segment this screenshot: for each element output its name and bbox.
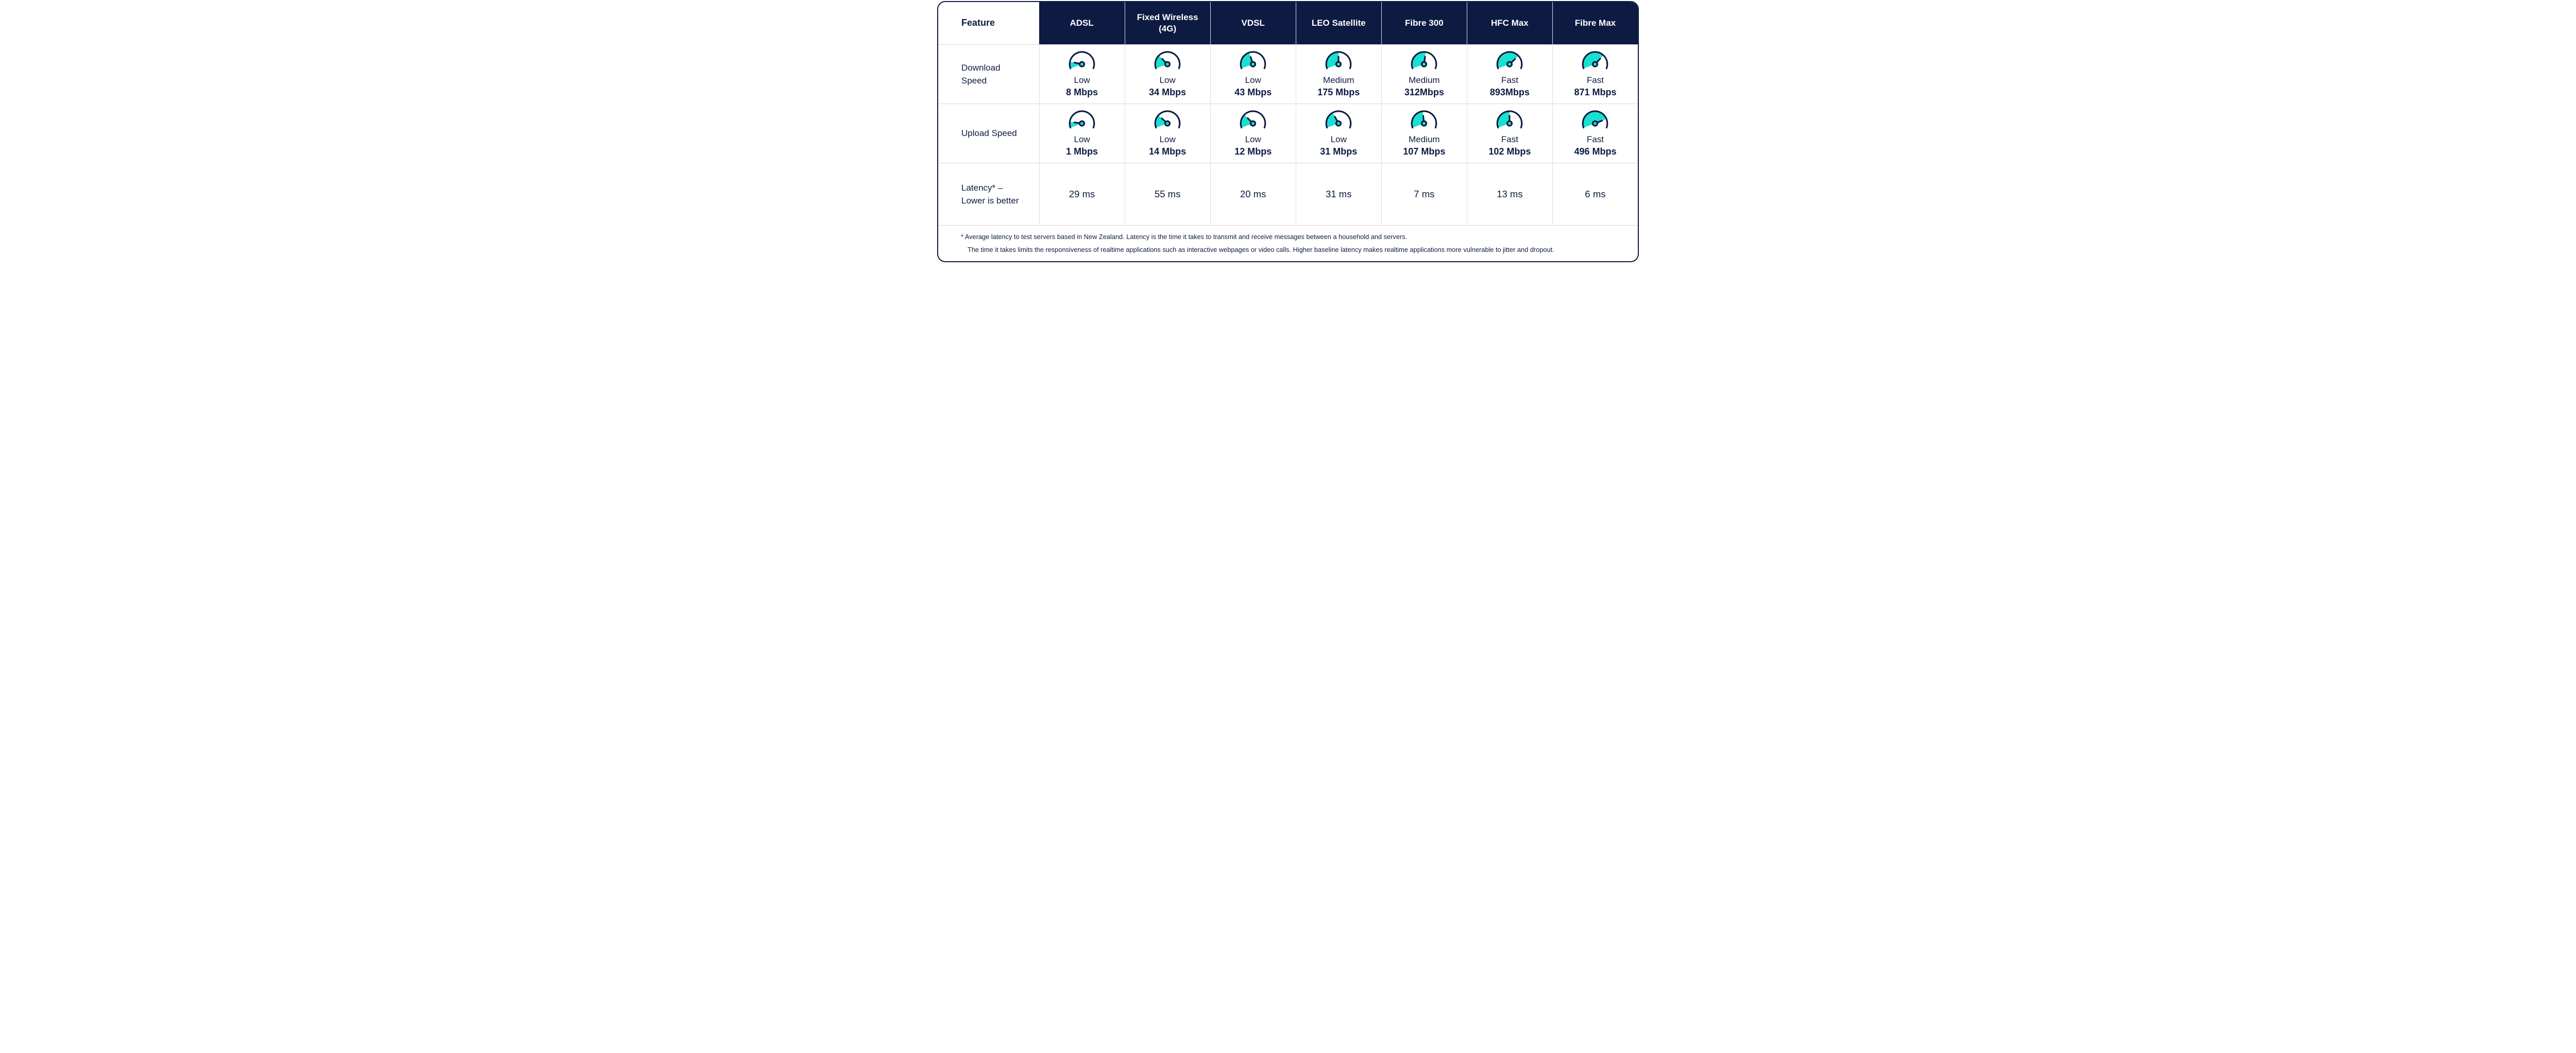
speed-level-label: Low bbox=[1074, 75, 1090, 85]
feature-header-cell: Feature bbox=[938, 2, 1039, 44]
column-header-adsl: ADSL bbox=[1039, 2, 1125, 44]
speed-gauge-icon bbox=[1240, 110, 1266, 129]
latency-cell-leo-satellite: 31 ms bbox=[1295, 163, 1381, 225]
speed-gauge-icon bbox=[1069, 51, 1095, 70]
speed-value: 107 Mbps bbox=[1403, 146, 1446, 157]
row-label-text: Download Speed bbox=[961, 62, 1001, 86]
column-header-fixed-wireless-4g: Fixed Wireless (4G) bbox=[1124, 2, 1210, 44]
column-header-leo-satellite: LEO Satellite bbox=[1295, 2, 1381, 44]
latency-cell-hfc-max: 13 ms bbox=[1466, 163, 1552, 225]
gauge-cell-adsl: Low 1 Mbps bbox=[1039, 104, 1125, 163]
gauge-cell-leo-satellite: Low 31 Mbps bbox=[1295, 104, 1381, 163]
speed-gauge-icon bbox=[1497, 51, 1523, 70]
gauge-cell-fibre-max: Fast 496 Mbps bbox=[1552, 104, 1638, 163]
gauge-cell-vdsl: Low 43 Mbps bbox=[1210, 44, 1296, 104]
gauge-cell-hfc-max: Fast 893Mbps bbox=[1466, 44, 1552, 104]
speed-value: 102 Mbps bbox=[1488, 146, 1531, 157]
gauge-cell-fixed-wireless-4g: Low 14 Mbps bbox=[1124, 104, 1210, 163]
speed-gauge-icon bbox=[1582, 51, 1608, 70]
latency-value: 7 ms bbox=[1414, 189, 1435, 199]
column-header-label: Fibre 300 bbox=[1405, 18, 1444, 28]
speed-level-label: Low bbox=[1245, 75, 1261, 85]
speed-value: 871 Mbps bbox=[1574, 87, 1617, 97]
latency-value: 31 ms bbox=[1326, 189, 1352, 199]
speed-level-label: Fast bbox=[1586, 75, 1604, 85]
column-header-fibre-300: Fibre 300 bbox=[1381, 2, 1467, 44]
speed-gauge-icon bbox=[1582, 110, 1608, 129]
column-header-hfc-max: HFC Max bbox=[1466, 2, 1552, 44]
latency-value: 55 ms bbox=[1154, 189, 1181, 199]
speed-gauge-icon bbox=[1154, 51, 1181, 70]
speed-gauge-icon bbox=[1325, 110, 1352, 129]
row-label-latency: Latency* – Lower is better bbox=[938, 163, 1039, 225]
column-header-fibre-max: Fibre Max bbox=[1552, 2, 1638, 44]
speed-value: 43 Mbps bbox=[1234, 87, 1272, 97]
column-header-label: ADSL bbox=[1070, 18, 1094, 28]
gauge-cell-fixed-wireless-4g: Low 34 Mbps bbox=[1124, 44, 1210, 104]
gauge-cell-adsl: Low 8 Mbps bbox=[1039, 44, 1125, 104]
speed-gauge-icon bbox=[1240, 51, 1266, 70]
speed-value: 1 Mbps bbox=[1066, 146, 1098, 157]
speed-gauge-icon bbox=[1497, 110, 1523, 129]
row-label-download: Download Speed bbox=[938, 44, 1039, 104]
footnote-line-1: * Average latency to test servers based … bbox=[961, 232, 1408, 241]
speed-value: 496 Mbps bbox=[1574, 146, 1617, 157]
table-grid: Feature ADSL Fixed Wireless (4G) VDSL LEO Sa… bbox=[938, 2, 1638, 261]
footnote: * Average latency to test servers based … bbox=[938, 225, 1638, 261]
latency-value: 13 ms bbox=[1497, 189, 1523, 199]
speed-value: 34 Mbps bbox=[1149, 87, 1187, 97]
comparison-table: Feature ADSL Fixed Wireless (4G) VDSL LEO Sa… bbox=[937, 1, 1639, 262]
speed-value: 14 Mbps bbox=[1149, 146, 1187, 157]
row-label-upload: Upload Speed bbox=[938, 104, 1039, 163]
gauge-cell-fibre-max: Fast 871 Mbps bbox=[1552, 44, 1638, 104]
latency-value: 20 ms bbox=[1240, 189, 1266, 199]
row-label-text: Latency* – Lower is better bbox=[961, 182, 1019, 206]
speed-value: 8 Mbps bbox=[1066, 87, 1098, 97]
column-header-label: VDSL bbox=[1241, 18, 1265, 28]
speed-value: 312Mbps bbox=[1404, 87, 1444, 97]
latency-cell-fixed-wireless-4g: 55 ms bbox=[1124, 163, 1210, 225]
latency-cell-fibre-300: 7 ms bbox=[1381, 163, 1467, 225]
speed-level-label: Low bbox=[1159, 75, 1176, 85]
speed-value: 175 Mbps bbox=[1317, 87, 1360, 97]
gauge-cell-hfc-max: Fast 102 Mbps bbox=[1466, 104, 1552, 163]
speed-value: 31 Mbps bbox=[1320, 146, 1358, 157]
latency-value: 6 ms bbox=[1585, 189, 1606, 199]
speed-level-label: Low bbox=[1330, 134, 1347, 144]
latency-cell-adsl: 29 ms bbox=[1039, 163, 1125, 225]
speed-gauge-icon bbox=[1069, 110, 1095, 129]
speed-gauge-icon bbox=[1325, 51, 1352, 70]
column-header-label: LEO Satellite bbox=[1311, 18, 1366, 28]
speed-level-label: Fast bbox=[1501, 134, 1518, 144]
column-header-label: Fixed Wireless (4G) bbox=[1137, 12, 1198, 33]
speed-level-label: Low bbox=[1245, 134, 1261, 144]
speed-level-label: Fast bbox=[1501, 75, 1518, 85]
gauge-cell-fibre-300: Medium 107 Mbps bbox=[1381, 104, 1467, 163]
speed-gauge-icon bbox=[1154, 110, 1181, 129]
speed-level-label: Medium bbox=[1409, 75, 1440, 85]
gauge-cell-vdsl: Low 12 Mbps bbox=[1210, 104, 1296, 163]
speed-level-label: Fast bbox=[1586, 134, 1604, 144]
column-header-label: Fibre Max bbox=[1574, 18, 1616, 28]
speed-level-label: Low bbox=[1159, 134, 1176, 144]
latency-cell-fibre-max: 6 ms bbox=[1552, 163, 1638, 225]
speed-level-label: Medium bbox=[1323, 75, 1354, 85]
footnote-line-2: The time it takes limits the responsiven… bbox=[968, 245, 1554, 253]
speed-value: 12 Mbps bbox=[1234, 146, 1272, 157]
speed-gauge-icon bbox=[1411, 110, 1437, 129]
latency-cell-vdsl: 20 ms bbox=[1210, 163, 1296, 225]
gauge-cell-leo-satellite: Medium 175 Mbps bbox=[1295, 44, 1381, 104]
column-header-label: HFC Max bbox=[1491, 18, 1529, 28]
speed-value: 893Mbps bbox=[1489, 87, 1530, 97]
latency-value: 29 ms bbox=[1069, 189, 1095, 199]
column-header-vdsl: VDSL bbox=[1210, 2, 1296, 44]
speed-gauge-icon bbox=[1411, 51, 1437, 70]
speed-level-label: Low bbox=[1074, 134, 1090, 144]
row-label-text: Upload Speed bbox=[961, 128, 1017, 139]
gauge-cell-fibre-300: Medium 312Mbps bbox=[1381, 44, 1467, 104]
speed-level-label: Medium bbox=[1409, 134, 1440, 144]
